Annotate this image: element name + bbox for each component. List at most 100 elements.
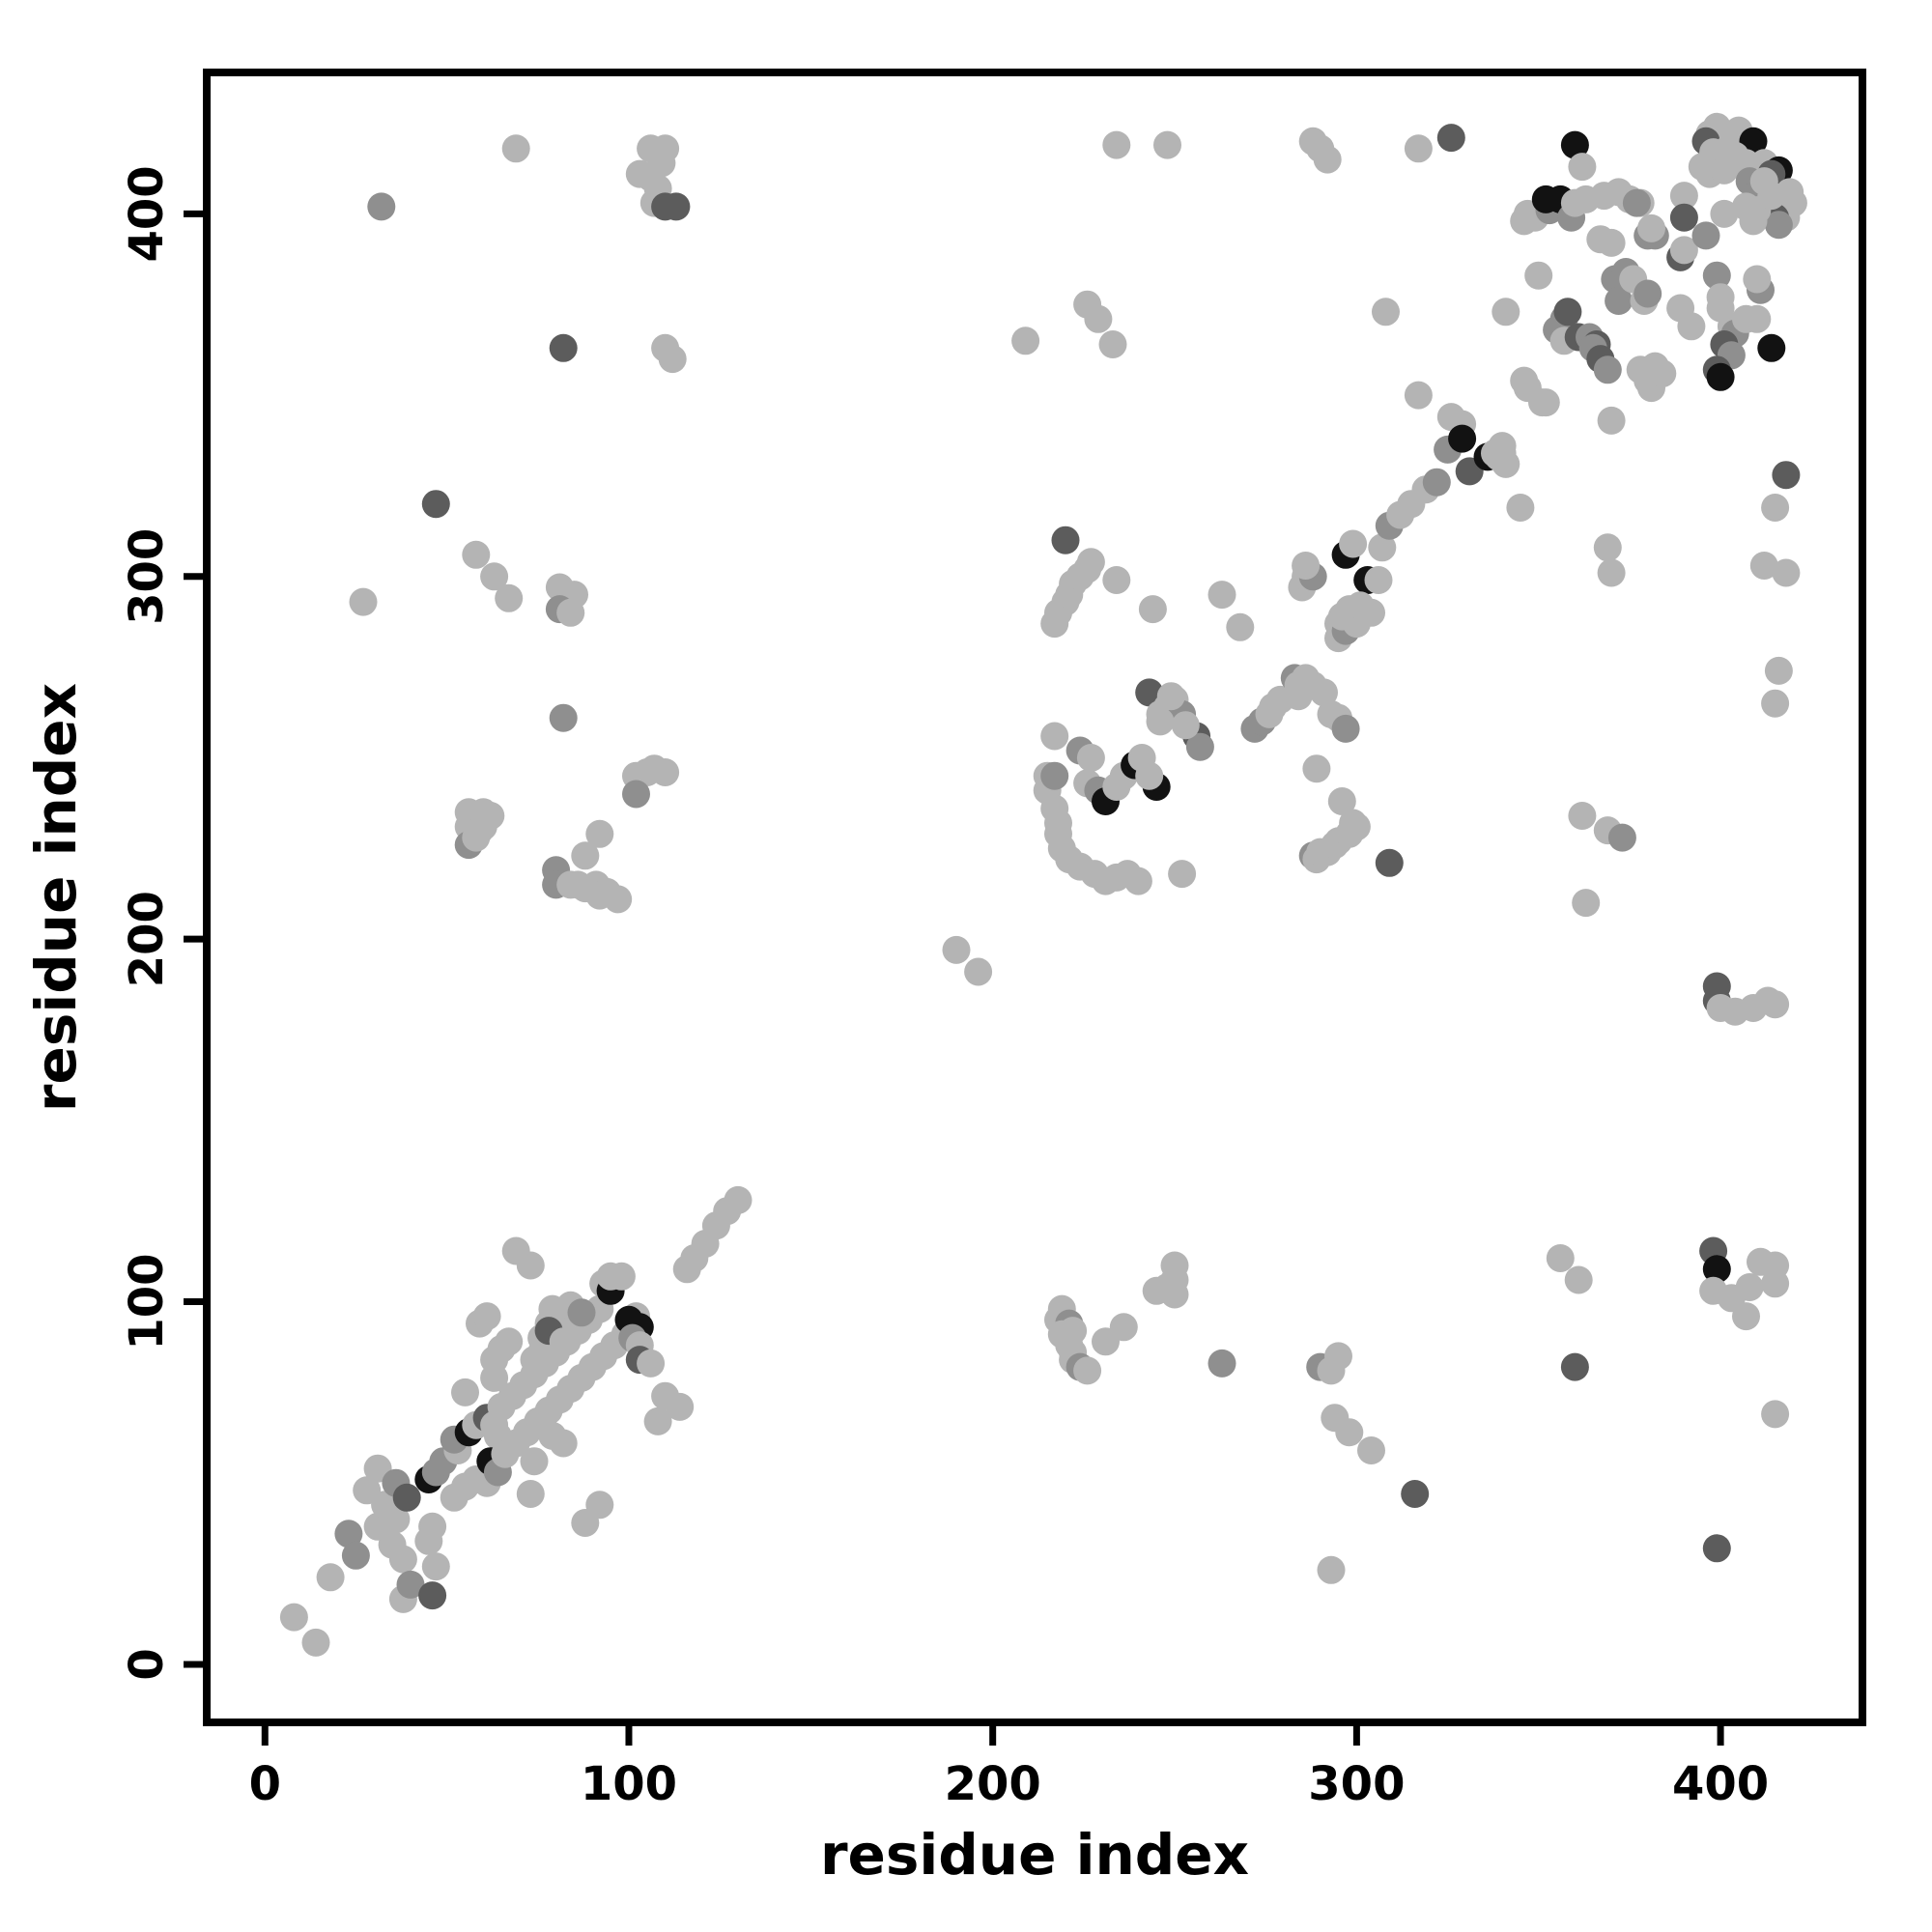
data-point <box>1313 145 1342 174</box>
data-point <box>1669 203 1698 232</box>
data-point <box>1560 130 1589 159</box>
data-point <box>1335 1418 1364 1447</box>
data-point <box>1098 330 1127 358</box>
data-point <box>472 1302 501 1331</box>
data-point <box>1138 595 1167 624</box>
data-point <box>1761 990 1790 1019</box>
data-point <box>1637 213 1665 242</box>
data-point <box>604 885 633 914</box>
data-point <box>392 1483 421 1512</box>
data-point <box>480 562 509 591</box>
plot-border-box <box>203 69 1866 1726</box>
data-point <box>1691 221 1720 250</box>
data-point <box>1284 682 1313 711</box>
data-point <box>1568 802 1597 830</box>
data-point <box>1634 279 1662 308</box>
data-point <box>382 1505 411 1534</box>
y-axis-tick-label: 300 <box>120 528 174 625</box>
data-point <box>1156 682 1185 711</box>
x-axis-tick-label: 300 <box>1308 1757 1405 1811</box>
data-point <box>1310 678 1338 707</box>
data-point <box>1702 261 1731 290</box>
data-point <box>316 1563 345 1592</box>
x-axis-title: residue index <box>820 1822 1249 1888</box>
data-point <box>1761 494 1790 522</box>
data-point <box>501 134 530 163</box>
data-point <box>1076 744 1105 772</box>
data-point <box>421 490 450 519</box>
data-point <box>1102 130 1131 159</box>
data-point <box>666 1392 695 1421</box>
axis-tick-labels-layer: 0 100 200 300 400 0 100 200 300 400 <box>120 165 1769 1811</box>
data-point <box>1757 333 1786 362</box>
data-point <box>585 1491 614 1520</box>
data-point <box>516 1251 545 1280</box>
data-point <box>1572 889 1601 918</box>
data-point <box>1375 848 1404 877</box>
data-point <box>549 1327 578 1356</box>
data-point <box>1401 1480 1430 1508</box>
data-point <box>1135 761 1164 790</box>
data-point <box>1324 1342 1352 1371</box>
data-point <box>1339 529 1368 558</box>
data-point <box>556 598 585 627</box>
data-point <box>585 819 614 848</box>
data-point <box>1568 153 1597 182</box>
data-point <box>1710 199 1739 228</box>
data-point <box>1102 566 1131 594</box>
data-point <box>1109 1313 1138 1342</box>
y-axis-tick-label: 100 <box>120 1253 174 1350</box>
data-point <box>520 1447 549 1476</box>
data-point <box>1076 548 1105 577</box>
x-axis-tick-label: 200 <box>945 1757 1041 1811</box>
data-point <box>1357 1436 1385 1464</box>
data-point <box>1422 468 1451 497</box>
data-point <box>1772 461 1801 490</box>
data-point <box>1160 1280 1189 1309</box>
data-point <box>1761 689 1790 718</box>
data-point <box>1357 598 1385 627</box>
data-point <box>651 758 680 786</box>
data-point <box>1331 714 1360 743</box>
data-point <box>1597 558 1626 587</box>
data-point <box>1302 754 1331 783</box>
data-point <box>1292 552 1321 580</box>
data-point <box>1488 432 1517 461</box>
data-point <box>1011 327 1040 355</box>
data-point <box>1123 867 1152 895</box>
data-point <box>1171 711 1200 740</box>
data-point <box>1702 1534 1731 1563</box>
data-point <box>480 1363 509 1392</box>
x-axis-tick-label: 100 <box>581 1757 677 1811</box>
data-point <box>1648 359 1677 388</box>
data-point <box>637 1349 666 1378</box>
data-point <box>1593 355 1622 384</box>
data-point <box>396 1570 425 1599</box>
data-point <box>279 1603 308 1632</box>
data-point <box>658 345 687 374</box>
data-point <box>421 1552 450 1581</box>
data-point <box>1597 406 1626 435</box>
data-point <box>1368 533 1397 562</box>
data-point <box>1404 381 1433 410</box>
data-point <box>1492 298 1520 327</box>
data-point <box>549 333 578 362</box>
data-point <box>1743 304 1772 333</box>
data-point <box>1185 732 1214 761</box>
data-point <box>1622 188 1651 217</box>
data-point <box>549 1429 578 1458</box>
data-point <box>462 540 491 569</box>
data-point <box>1342 812 1371 841</box>
x-axis-tick-label: 0 <box>249 1757 281 1811</box>
data-point <box>1564 1265 1593 1294</box>
y-axis-title: residue index <box>23 683 89 1112</box>
data-point <box>567 1298 596 1327</box>
data-point <box>643 1406 672 1435</box>
data-point <box>451 1378 479 1406</box>
data-point <box>1208 1349 1236 1378</box>
data-point <box>964 957 993 986</box>
data-point <box>1073 1356 1102 1385</box>
data-point <box>1436 124 1465 153</box>
